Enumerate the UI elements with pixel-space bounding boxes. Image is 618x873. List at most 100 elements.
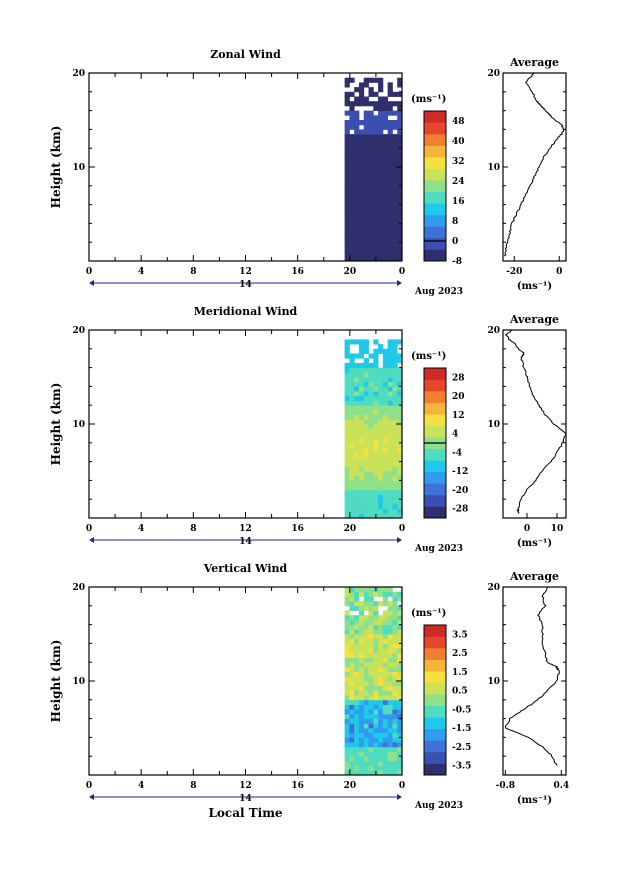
heatmap-cell	[392, 181, 398, 187]
heatmap-cell	[349, 91, 355, 97]
heatmap-cell	[373, 105, 379, 111]
heatmap-cell	[349, 171, 355, 177]
heatmap-cell	[387, 718, 393, 724]
heatmap-cell	[378, 475, 384, 481]
heatmap-cell	[382, 120, 389, 126]
heatmap-cell	[392, 358, 398, 364]
heatmap-cell	[358, 662, 365, 668]
heatmap-cell	[373, 695, 379, 701]
heatmap-cell	[373, 742, 379, 748]
heatmap-cell	[368, 765, 374, 771]
heatmap-cell	[382, 713, 389, 719]
heatmap-cell	[344, 648, 350, 654]
heatmap-cell	[344, 386, 350, 392]
heatmap-cell	[363, 685, 369, 691]
heatmap-cell	[397, 367, 403, 373]
colorbar-swatch	[424, 237, 446, 250]
colorbar-unit: (ms⁻¹)	[411, 94, 446, 105]
day-arrow-right	[397, 280, 402, 286]
heatmap-cell	[397, 256, 403, 262]
heatmap-cell	[397, 195, 403, 201]
heatmap-cell	[368, 685, 374, 691]
heatmap-cell	[363, 471, 369, 477]
heatmap-cell	[392, 419, 398, 425]
heatmap-cell	[363, 414, 369, 420]
heatmap-cell	[397, 709, 403, 715]
heatmap-cell	[363, 666, 369, 672]
heatmap-cell	[378, 671, 384, 677]
heatmap-cell	[349, 648, 355, 654]
heatmap-cell	[349, 77, 355, 83]
heatmap-cell	[382, 377, 389, 383]
heatmap-cell	[382, 591, 389, 597]
heatmap-cell	[397, 199, 403, 205]
heatmap-cell	[392, 199, 398, 205]
heatmap-cell	[354, 209, 360, 215]
colorbar-swatch	[424, 425, 446, 438]
profile-unit: (ms⁻¹)	[517, 538, 552, 549]
heatmap-cell	[363, 167, 369, 173]
heatmap-cell	[363, 676, 369, 682]
heatmap-cell	[378, 685, 384, 691]
heatmap-cell	[368, 485, 374, 491]
heatmap-cell	[354, 596, 360, 602]
heatmap-cell	[368, 395, 374, 401]
heatmap-cell	[378, 204, 384, 210]
heatmap-cell	[354, 381, 360, 387]
heatmap-cell	[378, 419, 384, 425]
heatmap-cell	[368, 456, 374, 462]
heatmap-cell	[387, 732, 393, 738]
heatmap-cell	[358, 765, 365, 771]
heatmap-cell	[368, 228, 374, 234]
heatmap-cell	[378, 489, 384, 495]
heatmap-cell	[358, 452, 365, 458]
heatmap-cell	[354, 339, 360, 345]
heatmap-cell	[349, 508, 355, 514]
heatmap-cell	[382, 115, 389, 121]
heatmap-cell	[349, 381, 355, 387]
heatmap-cell	[349, 386, 355, 392]
heatmap-cell	[363, 699, 369, 705]
heatmap-cell	[373, 624, 379, 630]
heatmap-cell	[368, 591, 374, 597]
x-tick-label: 8	[190, 781, 196, 791]
heatmap-cell	[378, 471, 384, 477]
heatmap-cell	[354, 428, 360, 434]
heatmap-cell	[358, 152, 365, 158]
heatmap-cell	[378, 765, 384, 771]
heatmap-cell	[354, 129, 360, 135]
heatmap-cell	[349, 615, 355, 621]
heatmap-cell	[349, 596, 355, 602]
heatmap-cell	[387, 400, 393, 406]
heatmap-cell	[373, 134, 379, 140]
heatmap-cell	[382, 362, 389, 368]
heatmap-cell	[382, 442, 389, 448]
heatmap-cell	[363, 475, 369, 481]
heatmap-cell	[354, 391, 360, 397]
heatmap-cell	[387, 176, 393, 182]
heatmap-cell	[387, 195, 393, 201]
heatmap-cell	[382, 503, 389, 509]
heatmap-cell	[368, 120, 374, 126]
heatmap-cell	[368, 171, 374, 177]
heatmap-cell	[392, 489, 398, 495]
heatmap-cell	[387, 105, 393, 111]
heatmap-cell	[368, 237, 374, 243]
colorbar-swatch	[424, 191, 446, 204]
heatmap-cell	[382, 223, 389, 229]
heatmap-cell	[387, 419, 393, 425]
heatmap-cell	[344, 676, 350, 682]
heatmap-cell	[349, 414, 355, 420]
heatmap-cell	[382, 391, 389, 397]
heatmap-cell	[358, 162, 365, 168]
heatmap-cell	[344, 587, 350, 593]
heatmap-cell	[373, 503, 379, 509]
heatmap-cell	[378, 591, 384, 597]
heatmap-cell	[368, 704, 374, 710]
heatmap-cell	[349, 685, 355, 691]
profile-y-label: 20	[487, 69, 500, 79]
heatmap-cell	[382, 657, 389, 663]
heatmap-cell	[368, 648, 374, 654]
heatmap-cell	[373, 699, 379, 705]
heatmap-cell	[363, 596, 369, 602]
